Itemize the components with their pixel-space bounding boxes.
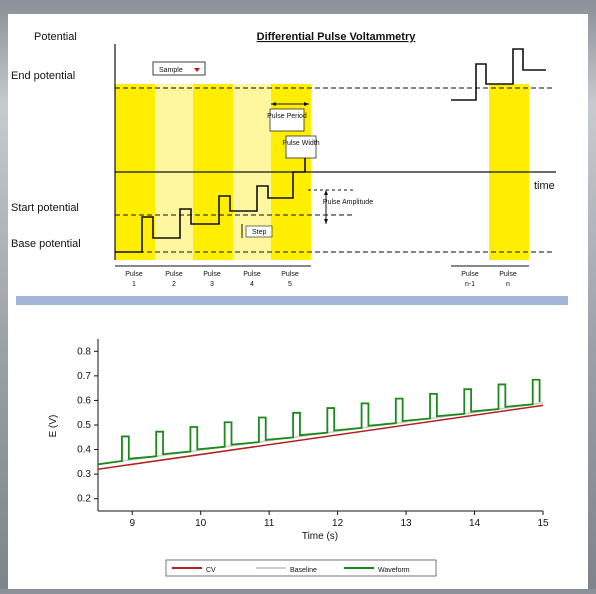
step-box [245,225,273,238]
y-tick-label: 0.7 [77,371,91,382]
x-ticks: 9 10 11 12 13 14 15 [129,511,549,529]
pulse-period-box [269,108,305,132]
pulse-label-name: Pulse [243,271,261,278]
arrow-up-icon [324,190,328,195]
x-tick-label: 11 [264,518,275,529]
y-axis-label: E (V) [48,415,59,438]
pulse-label-name: Pulse [125,271,143,278]
end-potential-label: End potential [11,70,75,82]
y-tick-label: 0.8 [77,346,91,357]
pulse-label-name: Pulse [165,271,183,278]
figure-panel: Differential Pulse Voltammetry Potential… [8,14,588,589]
arrow-right-icon [304,102,309,106]
x-tick-label: 12 [332,518,344,529]
pulse-label-name: Pulse [203,271,221,278]
series-line-waveform [97,378,541,466]
pulse-label-number: 2 [172,281,176,288]
base-potential-label: Base potential [11,238,81,250]
pulse-label-name: Pulse [281,271,299,278]
potential-axis-label: Potential [34,31,77,43]
legend [165,559,437,577]
x-tick-label: 15 [537,518,549,529]
x-tick-label: 10 [195,518,207,529]
sample-box [152,61,206,76]
eplot-chart: 0.2 0.3 0.4 0.5 0.6 0.7 0.8 9 10 11 12 13 14 15 Time… [48,339,549,577]
pulse-label-number: 5 [288,281,292,288]
pulse-period-label: Pulse Period [267,113,307,120]
time-axis-label: time [534,180,555,192]
pulse-labels: Pulse 1 Pulse 2 Pulse 3 Pulse 4 Pulse 5 Pulse n-1 Pu… [125,271,517,288]
end-pulse-label-name: Pulse [499,271,517,278]
end-pulse-label-number: n-1 [465,281,475,288]
pulse-width-label: Pulse Width [282,140,319,147]
end-pulse-label-number: n [506,281,510,288]
y-ticks: 0.2 0.3 0.4 0.5 0.6 0.7 0.8 [77,346,98,505]
pulse-amplitude-label: Pulse Amplitude [323,199,373,206]
pulse-label-number: 3 [210,281,214,288]
dpv-end-waveform [451,48,546,101]
dpv-diagram: Differential Pulse Voltammetry Potential… [11,31,556,288]
dpv-staircase-waveform [115,157,306,253]
arrow-left-icon [271,102,276,106]
pulse-label-number: 4 [250,281,254,288]
legend-label-cv: CV [206,567,216,574]
diagram-title: Differential Pulse Voltammetry [257,31,417,43]
legend-label-waveform: Waveform [378,567,410,574]
y-tick-label: 0.5 [77,420,91,431]
end-pulse-label-name: Pulse [461,271,479,278]
y-tick-label: 0.2 [77,494,91,505]
series-line-cv [97,404,544,470]
y-tick-label: 0.6 [77,395,91,406]
x-axis-label: Time (s) [302,531,338,542]
section-divider [16,296,568,305]
pulse-width-box [285,135,317,159]
chevron-down-icon [194,68,200,72]
arrow-down-icon [324,219,328,224]
x-tick-label: 14 [469,518,481,529]
step-label: Step [252,229,267,236]
legend-label-baseline: Baseline [290,567,317,574]
start-potential-label: Start potential [11,202,79,214]
x-tick-label: 9 [129,518,135,529]
y-tick-label: 0.3 [77,469,91,480]
dpv-figure: Differential Pulse Voltammetry Potential… [11,31,568,577]
sample-label: Sample [159,67,183,74]
x-tick-label: 13 [401,518,413,529]
y-tick-label: 0.4 [77,445,91,456]
pulse-label-number: 1 [132,281,136,288]
